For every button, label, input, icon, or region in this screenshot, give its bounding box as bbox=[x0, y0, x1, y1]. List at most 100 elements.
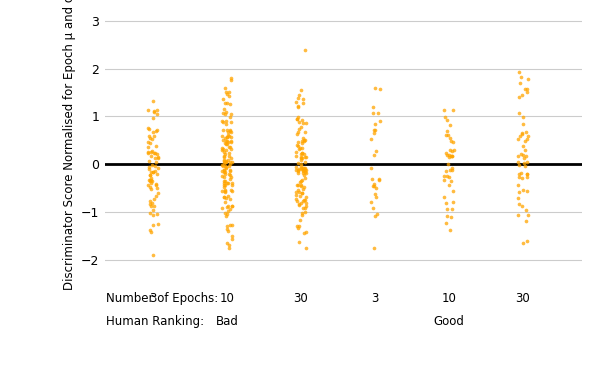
Point bbox=[297, 150, 307, 156]
Point bbox=[296, 161, 305, 167]
Point bbox=[146, 177, 155, 183]
Point bbox=[226, 119, 236, 125]
Y-axis label: Discriminator Score Normalised for Epoch μ and σ: Discriminator Score Normalised for Epoch… bbox=[62, 0, 76, 290]
Point bbox=[520, 147, 530, 153]
Point bbox=[299, 138, 308, 144]
Point bbox=[520, 86, 529, 92]
Point bbox=[218, 147, 227, 153]
Point bbox=[293, 104, 303, 109]
Point bbox=[300, 159, 310, 165]
Point bbox=[146, 178, 155, 184]
Point bbox=[225, 176, 235, 182]
Point bbox=[291, 152, 301, 158]
Point bbox=[218, 110, 228, 116]
Point bbox=[514, 182, 523, 188]
Point bbox=[293, 187, 303, 193]
Point bbox=[515, 110, 524, 116]
Point bbox=[226, 155, 236, 161]
Point bbox=[225, 159, 235, 165]
Point bbox=[370, 213, 380, 219]
Point bbox=[226, 187, 236, 193]
Point bbox=[150, 162, 160, 168]
Point bbox=[299, 167, 309, 173]
Point bbox=[219, 160, 229, 166]
Point bbox=[226, 161, 235, 167]
Point bbox=[223, 141, 232, 147]
Point bbox=[516, 170, 526, 176]
Point bbox=[523, 212, 532, 218]
Point bbox=[221, 199, 230, 205]
Point bbox=[368, 205, 378, 211]
Point bbox=[222, 91, 232, 97]
Point bbox=[517, 203, 526, 209]
Point bbox=[443, 128, 452, 134]
Point bbox=[520, 163, 530, 169]
Point bbox=[222, 127, 232, 133]
Point bbox=[224, 153, 234, 159]
Point bbox=[371, 194, 381, 200]
Point bbox=[219, 154, 229, 160]
Point bbox=[149, 169, 158, 175]
Point bbox=[220, 135, 230, 141]
Point bbox=[301, 47, 310, 53]
Point bbox=[220, 188, 230, 194]
Point bbox=[368, 183, 378, 189]
Point bbox=[369, 183, 379, 189]
Point bbox=[221, 85, 230, 91]
Point bbox=[517, 75, 526, 81]
Point bbox=[439, 177, 449, 183]
Point bbox=[152, 185, 162, 191]
Point bbox=[366, 199, 376, 205]
Point bbox=[294, 239, 304, 245]
Point bbox=[298, 100, 308, 106]
Point bbox=[145, 198, 155, 204]
Point bbox=[220, 187, 230, 193]
Point bbox=[223, 139, 232, 145]
Point bbox=[145, 177, 155, 183]
Point bbox=[515, 162, 524, 168]
Point bbox=[151, 168, 160, 174]
Point bbox=[218, 145, 227, 151]
Point bbox=[296, 163, 306, 169]
Point bbox=[148, 129, 158, 135]
Point bbox=[221, 158, 231, 164]
Point bbox=[224, 93, 233, 99]
Point bbox=[220, 174, 229, 180]
Point bbox=[217, 118, 227, 124]
Point bbox=[219, 170, 229, 175]
Point bbox=[521, 219, 531, 224]
Point bbox=[293, 129, 303, 135]
Point bbox=[218, 173, 227, 178]
Point bbox=[148, 252, 158, 258]
Point bbox=[221, 118, 230, 124]
Point bbox=[221, 147, 230, 152]
Point bbox=[516, 151, 526, 157]
Point bbox=[446, 138, 456, 144]
Point bbox=[299, 137, 308, 143]
Point bbox=[220, 182, 230, 188]
Point bbox=[445, 147, 455, 153]
Point bbox=[227, 183, 237, 188]
Point bbox=[148, 98, 158, 104]
Text: 30: 30 bbox=[515, 292, 530, 305]
Point bbox=[292, 142, 301, 148]
Point bbox=[148, 162, 157, 168]
Point bbox=[298, 150, 307, 156]
Point bbox=[227, 158, 236, 164]
Point bbox=[522, 89, 532, 95]
Point bbox=[445, 168, 455, 174]
Point bbox=[518, 131, 527, 137]
Point bbox=[372, 211, 382, 217]
Point bbox=[220, 99, 230, 105]
Point bbox=[301, 120, 311, 126]
Point bbox=[221, 141, 230, 147]
Point bbox=[151, 143, 161, 149]
Point bbox=[523, 134, 533, 139]
Point bbox=[149, 196, 159, 202]
Point bbox=[293, 167, 303, 173]
Point bbox=[220, 167, 229, 173]
Point bbox=[143, 182, 153, 188]
Point bbox=[218, 206, 227, 211]
Point bbox=[296, 178, 305, 184]
Point bbox=[223, 180, 233, 186]
